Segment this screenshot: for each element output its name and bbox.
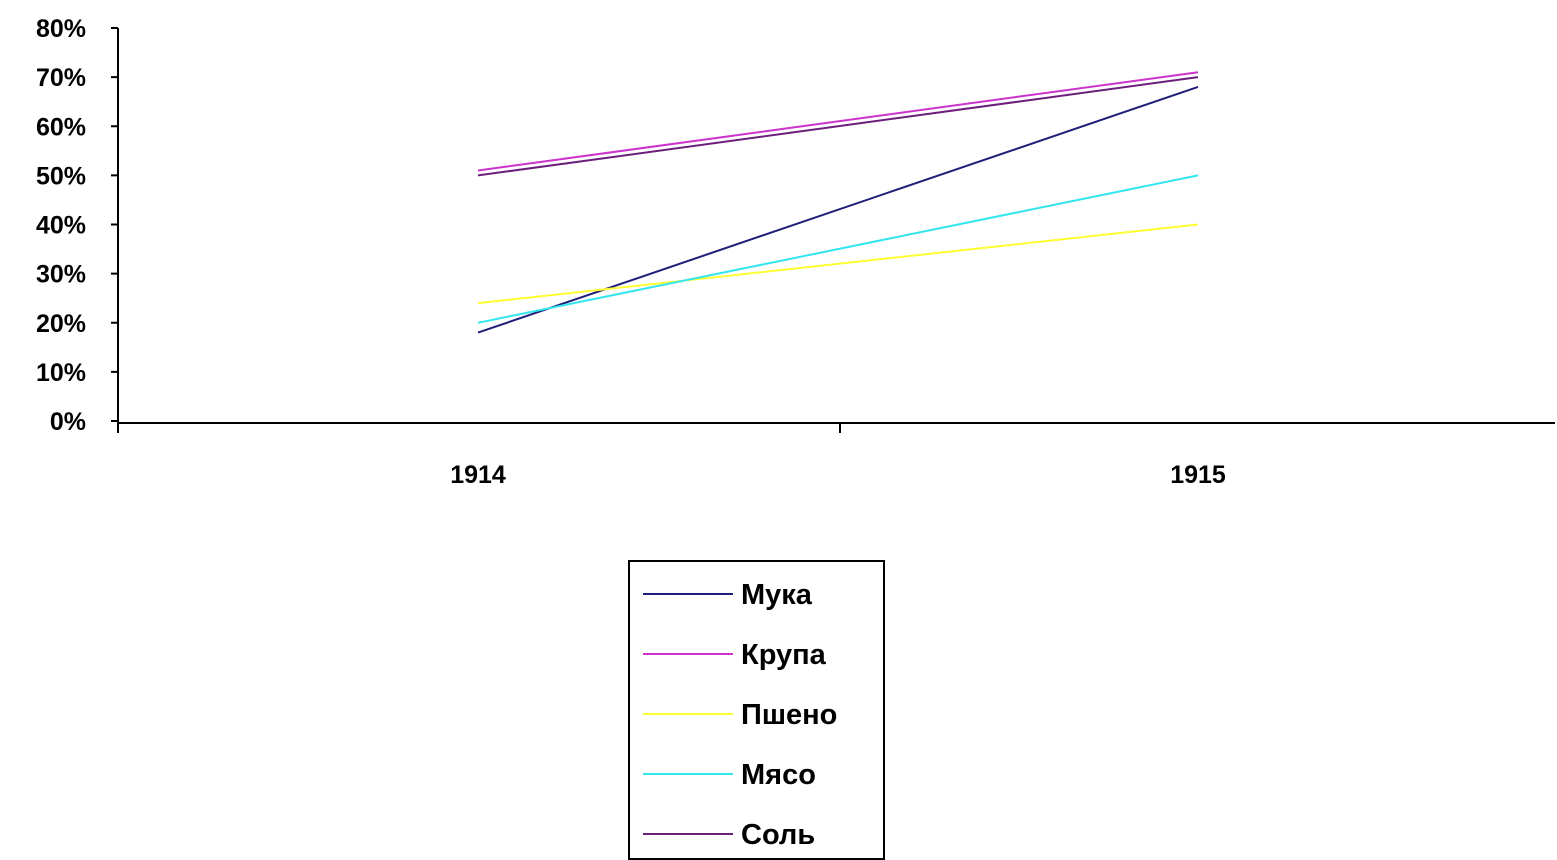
y-tick-label: 50% (36, 162, 86, 190)
x-tick-label: 1914 (450, 461, 506, 489)
y-tick-label: 30% (36, 261, 86, 289)
y-tick-label: 70% (36, 64, 86, 92)
legend: Мука Крупа Пшено Мясо Соль (628, 560, 885, 860)
y-tick-label: 40% (36, 212, 86, 240)
series-lines (477, 71, 1199, 334)
series-line (477, 71, 1199, 172)
x-axis-ticks: 1914 1915 (117, 423, 1226, 489)
legend-label: Мясо (741, 759, 816, 791)
series-line (477, 174, 1199, 324)
series-line (477, 85, 1199, 334)
legend-box (628, 560, 885, 860)
y-tick-label: 20% (36, 310, 86, 338)
plot-area: 0% 10% 20% 30% 40% 50% 60% 70% 80% 1914 1915 (36, 15, 1555, 489)
y-tick-label: 80% (36, 15, 86, 43)
y-axis-ticks: 0% 10% 20% 30% 40% 50% 60% 70% 80% (36, 15, 118, 436)
legend-label: Крупа (741, 639, 827, 671)
series-line (477, 76, 1199, 177)
x-tick-label: 1915 (1170, 461, 1226, 489)
legend-label: Пшено (741, 699, 837, 731)
y-tick-label: 60% (36, 113, 86, 141)
legend-label: Соль (741, 819, 815, 851)
legend-items: Мука Крупа Пшено Мясо Соль (643, 579, 837, 851)
y-tick-label: 10% (36, 359, 86, 387)
series-line (477, 223, 1199, 305)
y-tick-label: 0% (50, 408, 86, 436)
legend-label: Мука (741, 579, 813, 611)
